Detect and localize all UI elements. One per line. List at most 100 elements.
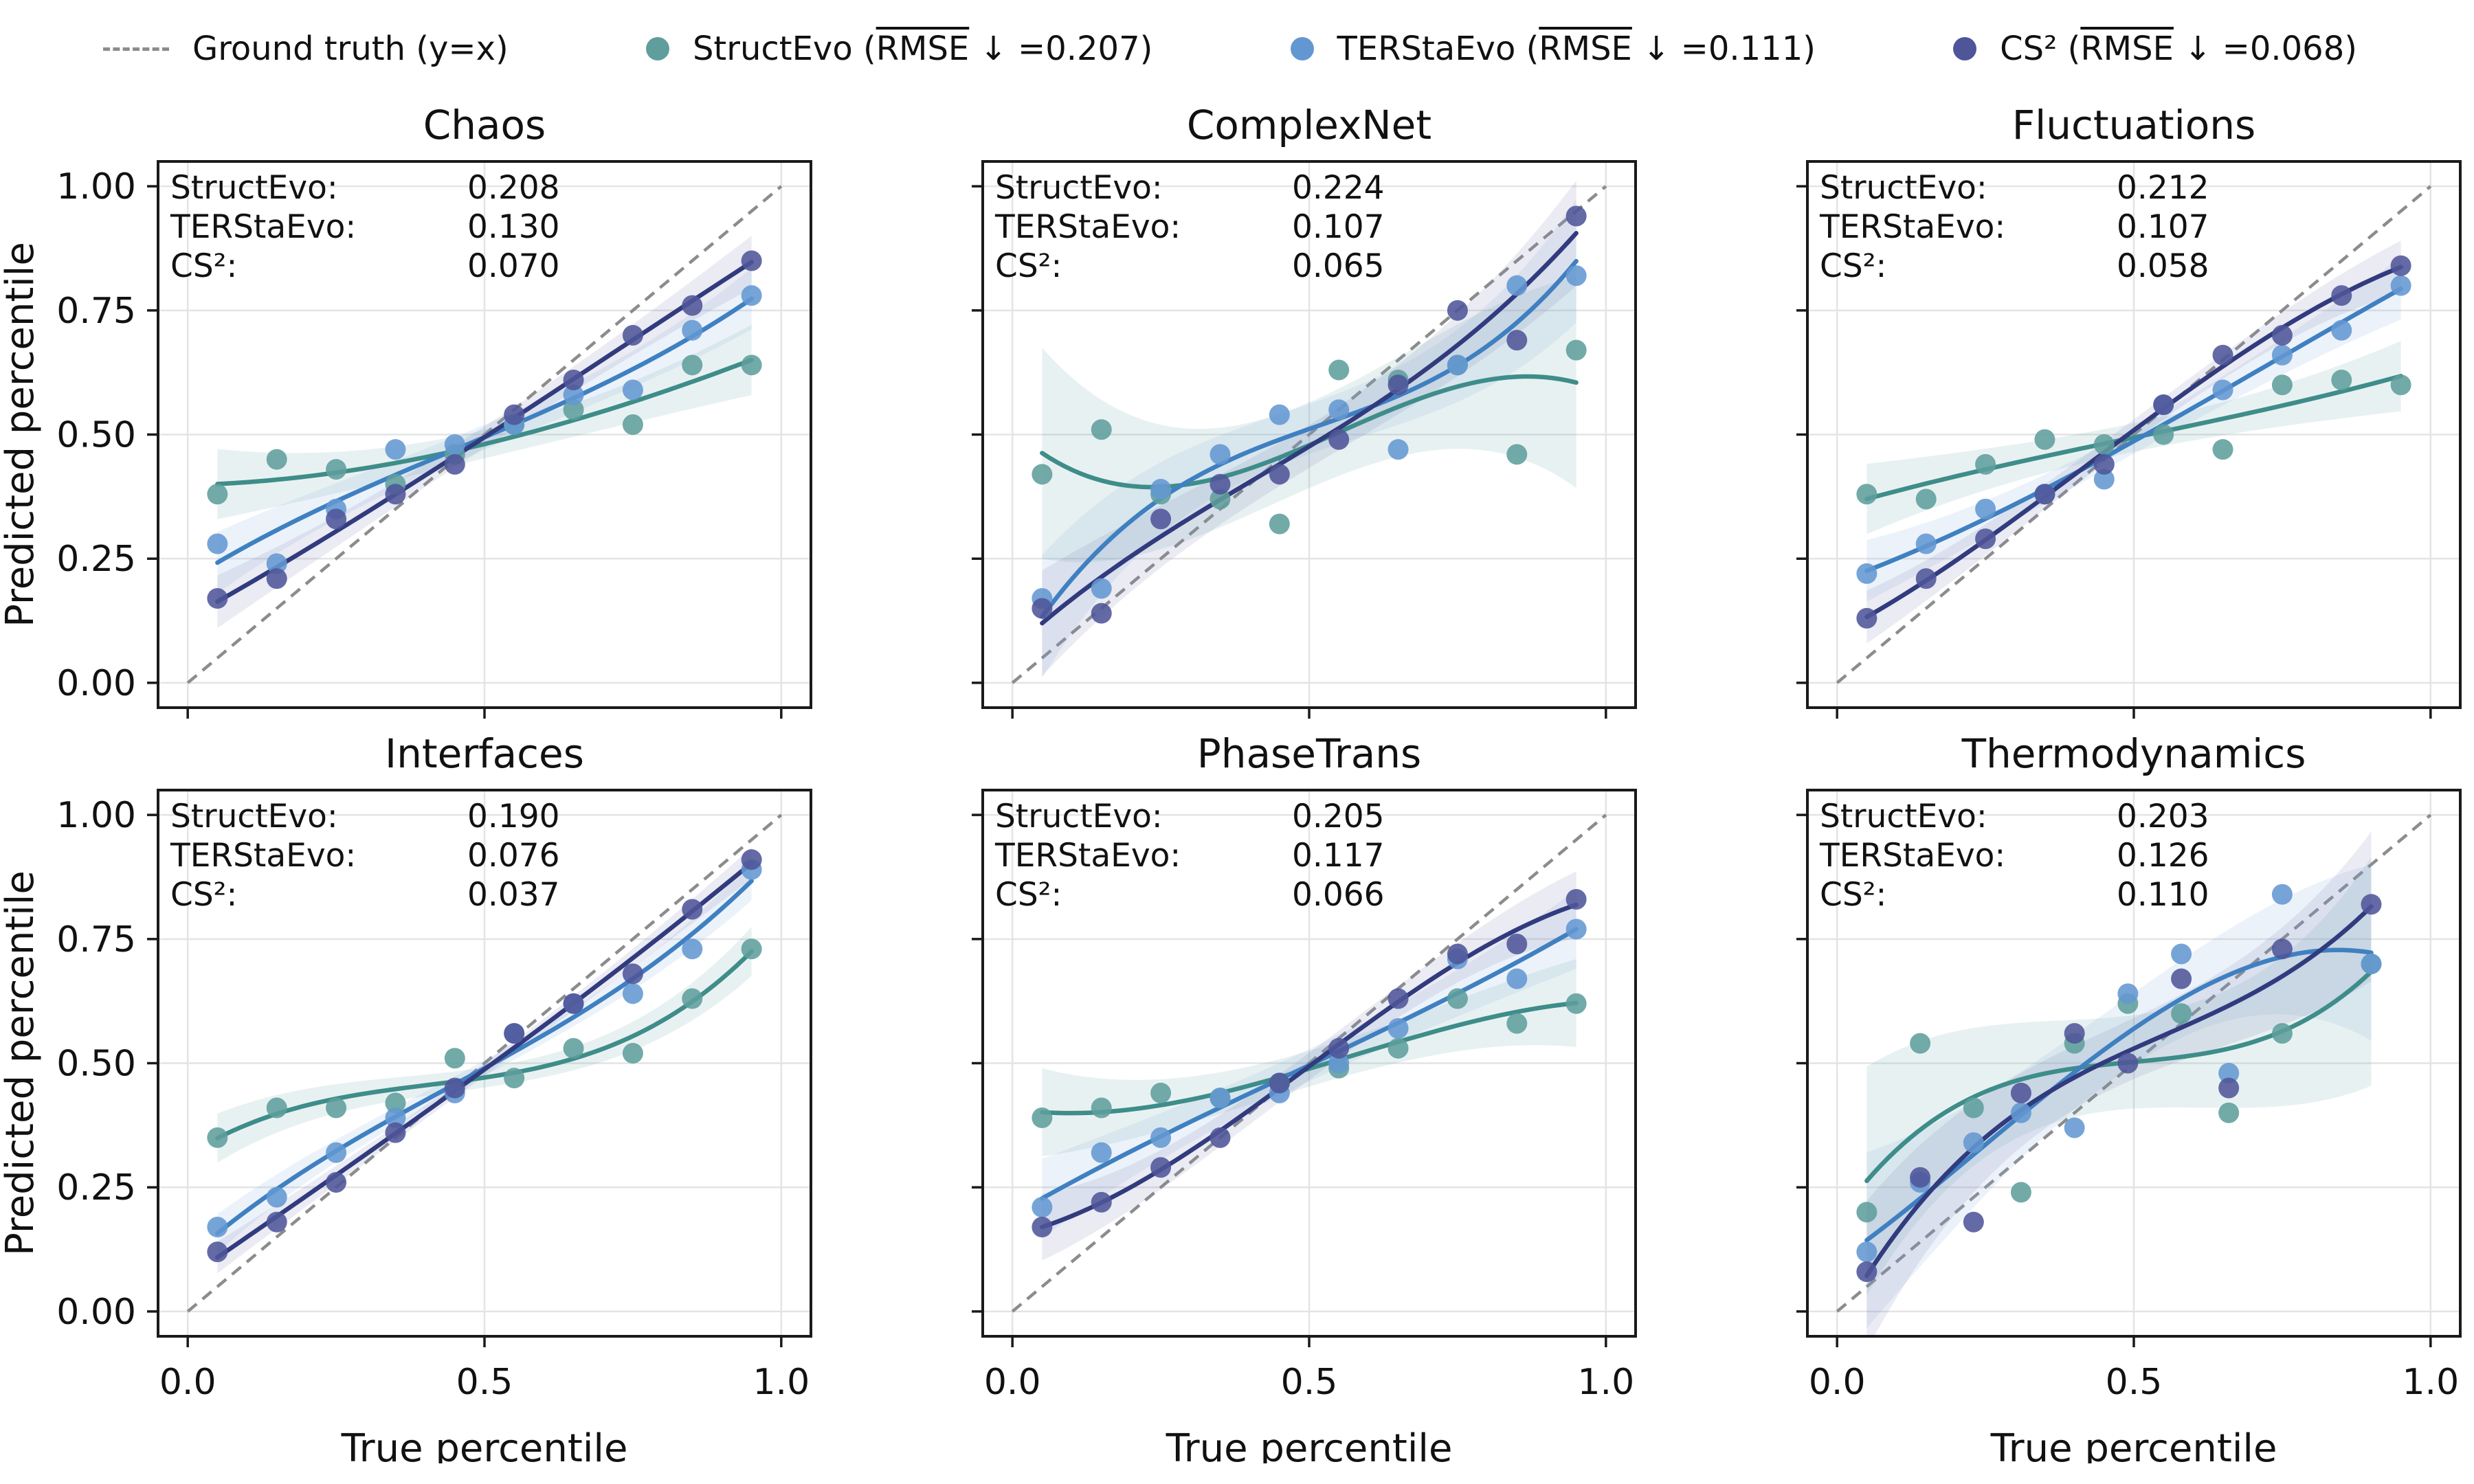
data-point-cs2	[504, 1023, 525, 1044]
subplot-title: PhaseTrans	[1197, 732, 1421, 777]
data-point-cs2	[1091, 1191, 1112, 1213]
annotation-value: 0.037	[467, 876, 560, 914]
data-point-structevo	[2271, 374, 2293, 396]
data-point-cs2	[2153, 394, 2174, 416]
data-point-structevo	[326, 459, 347, 480]
trend-line-structevo	[215, 357, 754, 486]
data-point-structevo	[2153, 424, 2174, 445]
annotation-label: StructEvo:	[170, 169, 338, 207]
data-point-terstaevo	[1506, 275, 1528, 296]
identity-line	[1011, 185, 1607, 684]
data-point-structevo	[1856, 484, 1877, 505]
ci-band-terstaevo	[217, 268, 752, 594]
data-point-terstaevo	[1388, 439, 1409, 460]
annotation-label: StructEvo:	[1820, 169, 1987, 207]
data-point-structevo	[563, 1037, 584, 1059]
data-point-terstaevo	[326, 1142, 347, 1163]
data-point-terstaevo	[1150, 1127, 1172, 1148]
data-point-cs2	[2034, 484, 2055, 505]
annotation-value: 0.190	[467, 798, 560, 835]
data-point-cs2	[1910, 1167, 1931, 1188]
y-tick-label: 0.25	[56, 539, 136, 580]
data-point-cs2	[622, 963, 643, 985]
y-tick-label: 0.00	[56, 1292, 136, 1333]
data-point-terstaevo	[1856, 1241, 1877, 1263]
data-point-terstaevo	[1150, 479, 1172, 499]
data-point-cs2	[444, 1077, 465, 1099]
data-point-structevo	[1388, 1037, 1409, 1059]
data-point-cs2	[1328, 429, 1350, 450]
data-point-cs2	[563, 993, 584, 1014]
x-tick-label: 1.0	[753, 1362, 810, 1403]
ci-band-cs2	[1866, 240, 2401, 644]
trend-line-cs2	[1864, 904, 2374, 1279]
trend-line-structevo	[1864, 374, 2403, 502]
subplot-title: ComplexNet	[1187, 103, 1431, 148]
data-point-structevo	[622, 1043, 643, 1064]
data-point-terstaevo	[2064, 1117, 2085, 1138]
data-point-cs2	[2271, 324, 2293, 346]
y-tick-label: 1.00	[56, 795, 136, 836]
annotation-label: TERStaEvo:	[1819, 837, 2005, 875]
data-point-cs2	[1506, 934, 1528, 955]
legend-label-terstaevo: TERStaEvo (RMSE ↓ =0.111)	[1337, 30, 1816, 68]
data-point-terstaevo	[741, 285, 762, 306]
trend-line-cs2	[215, 860, 754, 1260]
annotation-value: 0.224	[1292, 169, 1385, 207]
annotation-label: TERStaEvo:	[994, 208, 1181, 246]
data-point-terstaevo	[1032, 1197, 1053, 1218]
annotation-value: 0.065	[1292, 247, 1385, 285]
ci-band-structevo	[1042, 958, 1576, 1156]
data-point-terstaevo	[1091, 1142, 1112, 1163]
data-point-terstaevo	[2271, 344, 2293, 366]
annotation-label: CS²:	[170, 247, 237, 285]
data-point-terstaevo	[2010, 1102, 2031, 1123]
data-point-structevo	[1150, 1082, 1172, 1103]
subplot-title: Thermodynamics	[1961, 732, 2306, 777]
data-point-terstaevo	[2212, 379, 2233, 401]
ci-band-terstaevo	[1042, 199, 1576, 679]
data-point-terstaevo	[207, 533, 228, 554]
annotation-value: 0.110	[2117, 876, 2209, 914]
annotation-value: 0.066	[1292, 876, 1385, 914]
data-point-structevo	[741, 355, 762, 376]
subplot-phasetrans: 0.0 0.5 1.0 True percentile PhaseTrans Struct…	[972, 732, 1637, 1463]
data-point-structevo	[2331, 370, 2352, 390]
data-point-cs2	[1032, 598, 1053, 619]
data-point-cs2	[2171, 968, 2192, 989]
data-point-cs2	[1963, 1211, 1984, 1233]
data-point-terstaevo	[682, 319, 703, 341]
data-point-terstaevo	[266, 553, 287, 574]
data-point-terstaevo	[1269, 404, 1290, 425]
data-point-terstaevo	[2117, 983, 2139, 1004]
annotation-value: 0.130	[467, 208, 560, 246]
y-tick-label: 0.00	[56, 663, 136, 704]
ci-band-cs2	[217, 236, 752, 629]
data-point-cs2	[1856, 607, 1877, 629]
annotation-label: TERStaEvo:	[994, 837, 1181, 875]
data-point-structevo	[1091, 419, 1112, 440]
data-point-cs2	[2117, 1053, 2139, 1074]
x-axis-label: True percentile	[1990, 1426, 2277, 1463]
dashed-line-sample	[103, 47, 169, 51]
annotation-label: CS²:	[1820, 876, 1886, 914]
data-point-cs2	[385, 484, 406, 505]
data-point-structevo	[2390, 374, 2411, 396]
legend-item-ground-truth: Ground truth (y=x)	[103, 30, 509, 68]
y-axis-label: Predicted percentile	[0, 242, 43, 627]
data-point-terstaevo	[2218, 1062, 2240, 1083]
annotation-label: TERStaEvo:	[1819, 208, 2005, 246]
identity-line	[1836, 185, 2432, 684]
legend-label-structevo: StructEvo (RMSE ↓ =0.207)	[692, 30, 1153, 68]
annotation-value: 0.117	[1292, 837, 1385, 875]
subplot-interfaces: 0.00 0.25 0.50 0.75 1.00 Predicted percentile…	[0, 732, 812, 1463]
data-point-structevo	[1269, 513, 1290, 535]
subplot-fluctuations: Fluctuations StructEvo: 0.212 TERStaEvo: 0.1…	[1796, 103, 2462, 719]
data-point-cs2	[326, 1171, 347, 1193]
annotation-value: 0.205	[1292, 798, 1385, 835]
y-tick-label: 1.00	[56, 166, 136, 207]
data-point-cs2	[2331, 285, 2352, 306]
data-point-terstaevo	[1963, 1132, 1984, 1154]
annotation-value: 0.203	[2117, 798, 2209, 835]
annotation-value: 0.070	[467, 247, 560, 285]
